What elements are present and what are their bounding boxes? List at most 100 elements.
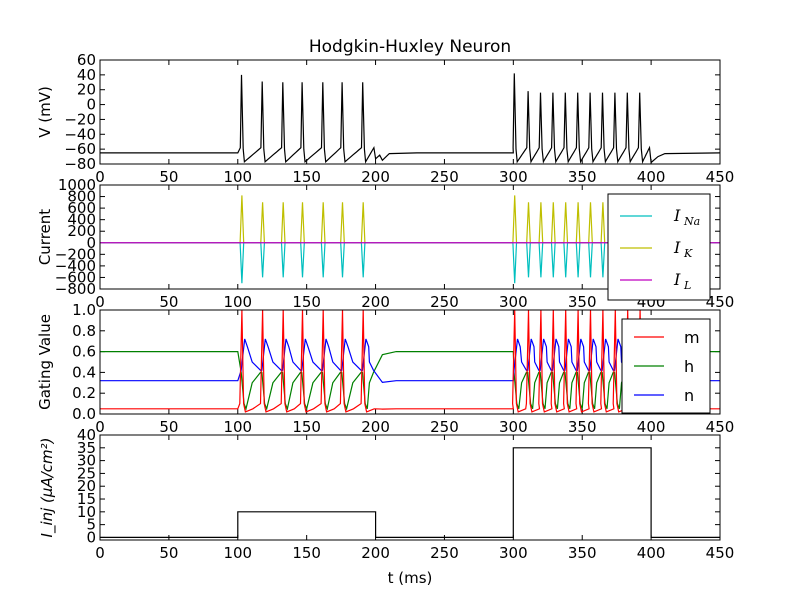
x-tick-label: 250 [430, 168, 459, 186]
x-tick-label: 450 [706, 293, 735, 311]
y-tick-label: 400 [67, 211, 96, 229]
x-tick-label: 0 [95, 544, 105, 562]
y-tick-label: 200 [67, 222, 96, 240]
x-tick-label: 350 [568, 293, 597, 311]
x-tick-label: 300 [499, 293, 528, 311]
y-tick-label: 0.0 [72, 405, 96, 423]
y-tick-label: −80 [64, 155, 96, 173]
legend-label: I [673, 238, 681, 257]
series-h [100, 351, 720, 411]
x-tick-label: 200 [361, 418, 390, 436]
x-tick-label: 50 [159, 544, 178, 562]
x-tick-label: 150 [292, 418, 321, 436]
x-tick-label: 0 [95, 168, 105, 186]
y-tick-label: −200 [55, 245, 96, 263]
y-tick-label: 15 [77, 490, 96, 508]
x-tick-label: 50 [159, 293, 178, 311]
y-tick-label: 0.8 [72, 322, 96, 340]
y-tick-label: −40 [64, 125, 96, 143]
x-tick-label: 0 [95, 418, 105, 436]
y-tick-label: −60 [64, 140, 96, 158]
x-tick-label: 100 [223, 293, 252, 311]
y-tick-label: 600 [67, 199, 96, 217]
series-n [100, 338, 720, 384]
y-axis-label: I_inj (μA/cm²) [38, 438, 57, 538]
x-tick-label: 100 [223, 168, 252, 186]
x-tick-label: 300 [499, 418, 528, 436]
x-tick-label: 450 [706, 418, 735, 436]
x-tick-label: 350 [568, 418, 597, 436]
x-tick-label: 450 [706, 544, 735, 562]
y-tick-label: 30 [77, 452, 96, 470]
x-axis-label: t (ms) [388, 569, 433, 587]
x-tick-label: 200 [361, 168, 390, 186]
legend: I NaI KI L [607, 193, 711, 301]
voltage-trace [100, 73, 720, 164]
x-tick-label: 450 [706, 168, 735, 186]
y-tick-label: −400 [55, 257, 96, 275]
y-axis-label: Current [36, 209, 54, 265]
legend-label-sub: Na [683, 215, 700, 228]
injected-current-trace [100, 447, 720, 538]
axes-frame [99, 184, 721, 290]
series-m [100, 310, 720, 413]
legend-label-sub: L [683, 279, 691, 292]
x-tick-label: 250 [430, 293, 459, 311]
legend-label: h [684, 357, 694, 376]
panel-voltage: 0 50 100 150 200 250 300 350 400 4506040200−20−40… [36, 51, 734, 186]
x-tick-label: 350 [568, 168, 597, 186]
y-tick-label: 0 [86, 528, 96, 546]
x-tick-label: 0 [95, 293, 105, 311]
x-tick-label: 100 [223, 418, 252, 436]
x-tick-label: 300 [499, 168, 528, 186]
y-tick-label: 1.0 [72, 301, 96, 319]
y-tick-label: 0.4 [72, 363, 96, 381]
y-axis-label: Gating Value [36, 314, 54, 410]
x-tick-label: 150 [292, 168, 321, 186]
y-tick-label: −20 [64, 110, 96, 128]
axes-frame [99, 434, 721, 541]
y-tick-label: 800 [67, 188, 96, 206]
y-tick-label: 40 [77, 426, 96, 444]
axes-frame [99, 59, 721, 165]
legend: mhn [621, 318, 711, 414]
x-tick-label: 400 [637, 418, 666, 436]
y-tick-label: 5 [86, 516, 96, 534]
chart-title: Hodgkin-Huxley Neuron [309, 37, 511, 57]
x-tick-label: 50 [159, 168, 178, 186]
y-tick-label: 10 [77, 503, 96, 521]
panel-injected: 0 50 100 150 200 250 300 350 400 4504035302520151… [38, 426, 734, 587]
x-tick-label: 250 [430, 544, 459, 562]
legend-label: I [673, 270, 681, 289]
y-tick-label: 0 [86, 234, 96, 252]
panel-current: 0 50 100 150 200 250 300 350 400 4501000800600400… [36, 176, 734, 311]
x-tick-label: 200 [361, 544, 390, 562]
x-tick-label: 100 [223, 544, 252, 562]
y-tick-label: 0.2 [72, 384, 96, 402]
x-tick-label: 50 [159, 418, 178, 436]
legend-label: n [684, 386, 694, 405]
x-tick-label: 200 [361, 293, 390, 311]
panel-gating: 0 50 100 150 200 250 300 350 400 450 1.0 0.8 0.6 0.4 0… [36, 301, 734, 436]
y-tick-label: 40 [77, 66, 96, 84]
y-tick-label: −800 [55, 280, 96, 298]
x-tick-label: 350 [568, 544, 597, 562]
y-tick-label: 20 [77, 477, 96, 495]
x-tick-label: 400 [637, 168, 666, 186]
y-tick-label: −600 [55, 268, 96, 286]
y-tick-label: 1000 [58, 176, 96, 194]
y-tick-label: 35 [77, 439, 96, 457]
plot-area [100, 435, 720, 540]
legend-label: I [673, 206, 681, 225]
x-tick-label: 400 [637, 544, 666, 562]
x-tick-label: 250 [430, 418, 459, 436]
x-tick-label: 150 [292, 293, 321, 311]
y-tick-label: 60 [77, 51, 96, 69]
y-axis-label: V (mV) [36, 86, 54, 138]
x-tick-label: 300 [499, 544, 528, 562]
legend-label-sub: K [683, 247, 693, 260]
x-tick-label: 150 [292, 544, 321, 562]
axes-frame [99, 309, 721, 415]
y-tick-label: 0 [86, 96, 96, 114]
